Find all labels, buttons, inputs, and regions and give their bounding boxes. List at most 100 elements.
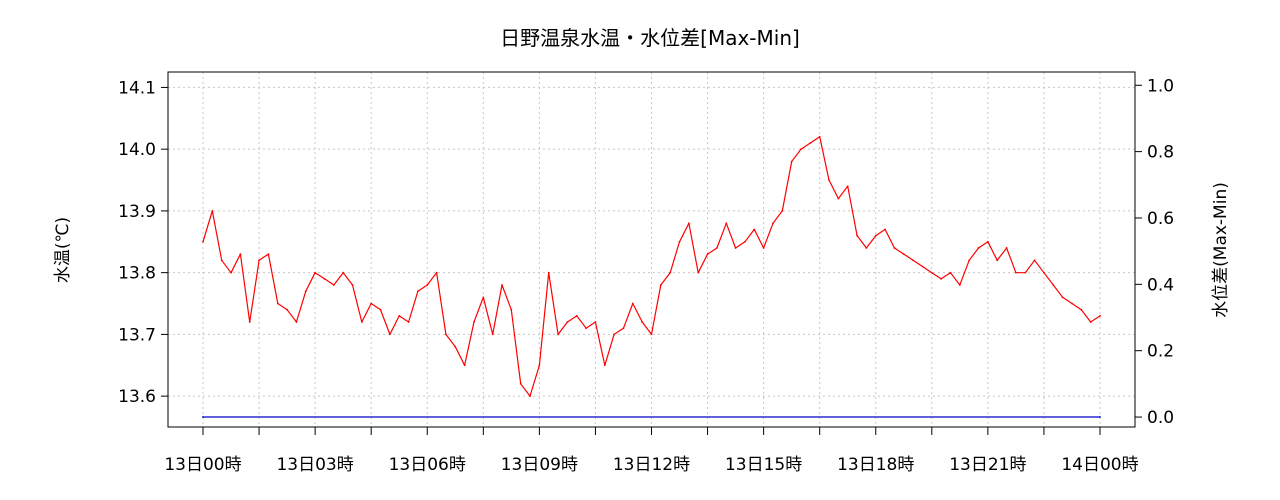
temperature-point <box>211 210 214 212</box>
temperature-point <box>940 277 943 280</box>
temperature-point <box>1024 271 1027 274</box>
temperature-point <box>631 302 634 305</box>
temperature-point <box>398 314 401 317</box>
temperature-point <box>949 271 952 274</box>
temperature-point <box>463 364 466 367</box>
axes: 13.6 13.7 13.8 13.9 14.0 14.1 0.0 0.2 0.4 0.6 0.8 1… <box>118 76 1174 475</box>
temperature-point <box>1052 284 1055 286</box>
temperature-point <box>286 308 288 311</box>
temperature-point <box>753 228 756 231</box>
temperature-point <box>977 247 980 249</box>
grid-lines <box>168 72 1135 427</box>
temperature-point <box>248 321 251 323</box>
temperature-point <box>734 247 737 249</box>
x-tick-label: 13日03時 <box>276 455 353 475</box>
temperature-point <box>585 327 587 330</box>
temperature-point <box>267 253 270 256</box>
temperature-point <box>1033 259 1036 262</box>
y2-tick-label: 0.6 <box>1147 209 1174 229</box>
temperature-point <box>230 271 232 274</box>
temperature-point <box>706 253 709 256</box>
temperature-point <box>856 234 858 237</box>
temperature-point <box>473 321 475 323</box>
temperature-point <box>865 247 868 249</box>
temperature-point <box>744 240 746 243</box>
x-tick-label: 13日12時 <box>613 455 690 475</box>
temperature-point <box>697 271 700 274</box>
x-tick-label: 13日15時 <box>725 455 802 475</box>
temperature-point <box>669 271 672 274</box>
temperature-point <box>828 179 830 181</box>
temperature-point <box>762 247 765 249</box>
x-tick-label: 13日09時 <box>501 455 578 475</box>
temperature-point <box>725 222 728 225</box>
temperature-point <box>379 308 382 311</box>
x-tick-label: 14日00時 <box>1061 455 1138 475</box>
temperature-point <box>1015 271 1017 274</box>
temperature-point <box>566 321 569 323</box>
temperature-point <box>846 185 849 188</box>
temperature-point <box>1005 247 1008 249</box>
temperature-point <box>454 345 457 348</box>
x-tick-label: 13日18時 <box>837 455 914 475</box>
temperature-point <box>575 314 578 317</box>
temperature-point <box>332 284 335 286</box>
x-tick-label: 13日00時 <box>164 455 241 475</box>
y-tick-label: 14.0 <box>118 140 156 160</box>
temperature-point <box>220 259 223 262</box>
temperature-point <box>874 234 877 237</box>
level-diff-point <box>202 416 204 418</box>
temperature-point <box>295 321 298 323</box>
temperature-point <box>687 222 690 225</box>
x-tick-label: 13日06時 <box>389 455 466 475</box>
y-tick-label: 13.7 <box>118 325 156 345</box>
temperature-point <box>351 284 354 286</box>
temperature-point <box>482 296 485 299</box>
temperature-point <box>622 327 625 330</box>
y-tick-label: 13.6 <box>118 387 156 407</box>
temperature-point <box>716 247 718 249</box>
temperature-point <box>360 321 363 323</box>
temperature-point <box>519 382 522 385</box>
temperature-point <box>276 302 279 305</box>
y-axis-label: 水温(℃) <box>53 217 73 283</box>
temperature-point <box>613 333 616 336</box>
y2-axis-label: 水位差(Max-Min) <box>1211 182 1231 318</box>
temperature-point <box>986 240 989 243</box>
y2-tick-label: 1.0 <box>1147 76 1174 96</box>
y2-tick-label: 0.2 <box>1147 342 1174 362</box>
temperature-point <box>790 160 793 163</box>
temperature-point <box>435 271 438 274</box>
temperature-point <box>342 271 345 274</box>
temperature-point <box>603 364 606 367</box>
temperature-point <box>809 142 812 144</box>
temperature-point <box>1099 314 1101 317</box>
y2-tick-label: 0.4 <box>1147 275 1174 295</box>
temperature-point <box>781 210 784 212</box>
temperature-point <box>594 321 597 323</box>
temperature-point <box>1071 302 1073 305</box>
temperature-point <box>641 321 644 323</box>
temperature-point <box>893 247 896 249</box>
temperature-point <box>407 321 410 323</box>
temperature-point <box>529 395 531 398</box>
temperature-point <box>491 333 494 336</box>
y-tick-label: 13.8 <box>118 264 156 284</box>
temperature-point <box>445 333 447 336</box>
temperature-point <box>678 240 681 243</box>
temperature-point <box>239 253 242 256</box>
temperature-point <box>557 333 559 336</box>
temperature-point <box>388 333 391 336</box>
temperature-point <box>1080 308 1083 311</box>
series-layer <box>202 135 1101 418</box>
temperature-point <box>510 308 513 311</box>
temperature-point <box>314 271 317 274</box>
y2-tick-label: 0.8 <box>1147 143 1174 163</box>
temperature-point <box>650 333 653 336</box>
temperature-point <box>884 228 886 231</box>
temperature-point <box>958 284 961 286</box>
temperature-point <box>818 135 821 138</box>
temperature-point <box>258 259 260 262</box>
temperature-point <box>1043 271 1045 274</box>
